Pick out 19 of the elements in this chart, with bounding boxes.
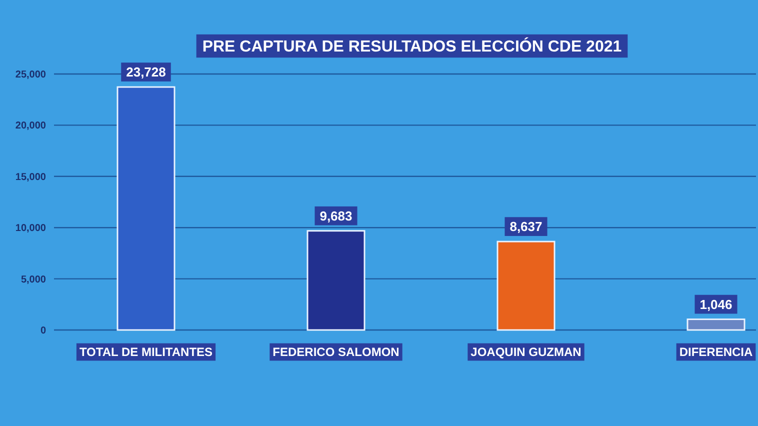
- y-tick-label: 5,000: [20, 274, 46, 286]
- bar: [496, 240, 556, 331]
- bar: [306, 230, 366, 331]
- x-tick-label: JOAQUIN GUZMAN: [470, 345, 582, 360]
- x-tick-label: FEDERICO SALOMON: [272, 345, 400, 360]
- y-tick-label: 10,000: [15, 223, 46, 234]
- data-label: 8,637: [510, 219, 542, 234]
- y-tick-label: 15,000: [15, 172, 46, 183]
- y-tick-label: 25,000: [15, 70, 46, 80]
- bar: [116, 86, 176, 331]
- chart-title: PRE CAPTURA DE RESULTADOS ELECCIÓN CDE 2021: [202, 36, 622, 56]
- x-tick-label: DIFERENCIA: [679, 345, 753, 360]
- x-tick-label: TOTAL DE MILITANTES: [79, 345, 213, 360]
- data-label: 23,728: [126, 64, 166, 80]
- y-tick-label: 0: [40, 326, 46, 336]
- y-tick-label: 20,000: [15, 120, 46, 132]
- data-label: 9,683: [320, 208, 352, 224]
- bar: [686, 318, 746, 331]
- data-label: 1,046: [700, 296, 732, 312]
